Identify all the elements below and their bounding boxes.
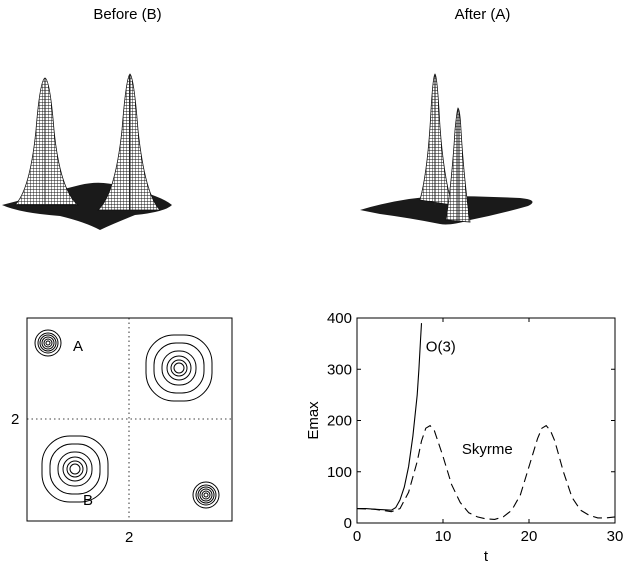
y-axis-label: Emax [305,401,322,440]
y-tick-label: 300 [327,361,352,378]
contour-group-top-right [145,334,213,402]
contour-label-a: A [73,338,83,355]
y-tick-label: 0 [344,515,352,532]
contour-y-tick: 2 [11,411,19,428]
x-axis-label: t [484,548,489,565]
y-tick-label: 400 [327,310,352,327]
y-tick-label: 100 [327,464,352,481]
annotation-skyrme: Skyrme [462,441,513,458]
chart-frame [356,317,616,524]
after-title: After (A) [454,6,511,23]
before-title: Before (B) [93,6,162,23]
contour-group-small-br [192,481,220,509]
x-tick-label: 10 [435,528,452,545]
x-tick-label: 20 [521,528,538,545]
surface-base-after [360,196,533,225]
x-tick-label: 0 [353,528,361,545]
contour-group-b [41,435,109,503]
contour-frame [26,317,233,522]
x-tick-label: 30 [607,528,624,545]
contour-label-b: B [83,492,93,509]
contour-group-a [34,329,62,357]
annotation-o3: O(3) [426,338,456,355]
contour-x-tick: 2 [125,529,133,546]
series-line-skyrme [356,424,616,520]
y-tick-label: 200 [327,413,352,430]
